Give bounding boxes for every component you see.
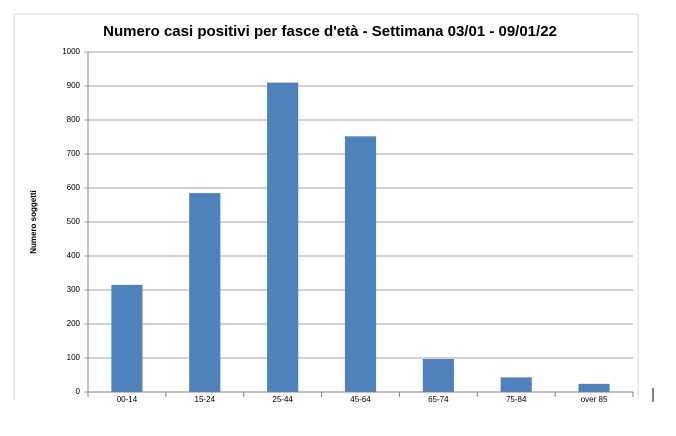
y-tick-label: 1000 [62, 47, 80, 56]
chart-title: Numero casi positivi per fasce d'età - S… [103, 23, 557, 40]
bar [189, 193, 221, 392]
y-axis-label: Numero soggetti [29, 190, 38, 254]
y-tick-label: 700 [67, 149, 81, 158]
y-tick-label: 300 [67, 285, 81, 294]
x-tick-label: 25-44 [272, 395, 293, 404]
y-tick-label: 600 [67, 183, 81, 192]
chart-frame [13, 13, 639, 400]
y-tick-label: 400 [67, 251, 81, 260]
y-tick-label: 800 [67, 115, 81, 124]
y-tick-label: 200 [67, 319, 81, 328]
bar [578, 383, 610, 392]
bar [500, 377, 532, 392]
x-tick-label: 15-24 [195, 395, 216, 404]
x-tick-label: 00-14 [117, 395, 138, 404]
x-tick-label: 65-74 [428, 395, 449, 404]
x-tick-label: 45-64 [350, 395, 371, 404]
y-tick-label: 100 [67, 353, 81, 362]
bar [344, 136, 377, 392]
y-tick-label: 500 [67, 217, 81, 226]
bar [422, 359, 454, 392]
y-tick-label: 0 [76, 387, 81, 396]
x-tick-label: 75-84 [506, 395, 527, 404]
bar [267, 82, 299, 392]
y-tick-label: 900 [67, 81, 81, 90]
x-tick-label: over 85 [581, 395, 608, 404]
bar [111, 284, 143, 392]
